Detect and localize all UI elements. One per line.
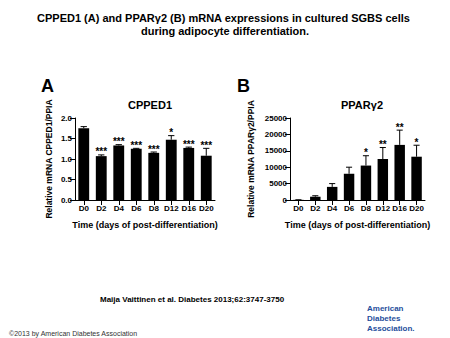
- svg-text:D0: D0: [79, 204, 90, 213]
- svg-text:0: 0: [283, 196, 288, 205]
- svg-text:©2013 by American Diabetes Ass: ©2013 by American Diabetes Association: [9, 330, 137, 338]
- svg-text:*: *: [415, 137, 419, 148]
- svg-text:D8: D8: [361, 204, 372, 213]
- svg-text:5000: 5000: [269, 179, 287, 188]
- svg-text:D12: D12: [164, 204, 179, 213]
- svg-text:D0: D0: [293, 204, 304, 213]
- svg-text:*: *: [364, 147, 368, 158]
- svg-text:Association.: Association.: [367, 324, 415, 333]
- svg-text:CPPED1 (A) and PPARγ2 (B) mRNA: CPPED1 (A) and PPARγ2 (B) mRNA expressio…: [37, 12, 413, 24]
- svg-text:D12: D12: [375, 204, 390, 213]
- svg-text:***: ***: [183, 139, 195, 150]
- svg-text:***: ***: [95, 146, 107, 157]
- svg-text:D4: D4: [327, 204, 338, 213]
- svg-text:15000: 15000: [265, 146, 288, 155]
- svg-text:D16: D16: [392, 204, 407, 213]
- svg-text:D20: D20: [409, 204, 424, 213]
- svg-text:***: ***: [148, 144, 160, 155]
- svg-text:Diabetes: Diabetes: [367, 314, 403, 323]
- svg-text:20000: 20000: [265, 130, 288, 139]
- svg-text:D2: D2: [310, 204, 321, 213]
- svg-text:***: ***: [200, 140, 212, 151]
- svg-text:25000: 25000: [265, 114, 288, 123]
- svg-text:PPARγ2: PPARγ2: [341, 99, 383, 111]
- svg-text:A: A: [41, 76, 54, 96]
- svg-text:CPPED1: CPPED1: [128, 99, 172, 111]
- svg-text:0.0: 0.0: [61, 196, 73, 205]
- svg-text:B: B: [237, 76, 250, 96]
- svg-text:Relative mRNA CPPED1/PPIA: Relative mRNA CPPED1/PPIA: [44, 99, 54, 218]
- svg-text:Time (days of post-differentia: Time (days of post-differentiation): [72, 220, 217, 230]
- svg-text:0.5: 0.5: [61, 175, 73, 184]
- svg-text:***: ***: [113, 136, 125, 147]
- svg-text:**: **: [396, 122, 404, 133]
- svg-text:*: *: [169, 127, 173, 138]
- svg-text:D6: D6: [344, 204, 355, 213]
- svg-text:***: ***: [130, 140, 142, 151]
- svg-text:American: American: [367, 304, 406, 313]
- svg-text:1.0: 1.0: [61, 155, 73, 164]
- svg-text:D8: D8: [149, 204, 160, 213]
- svg-text:D4: D4: [114, 204, 125, 213]
- svg-text:during adipocyte differentiati: during adipocyte differentiation.: [141, 25, 309, 37]
- svg-text:1.5: 1.5: [61, 134, 73, 143]
- svg-text:Time (days of post-differentia: Time (days of post-differentiation): [285, 220, 430, 230]
- svg-text:10000: 10000: [265, 163, 288, 172]
- svg-text:Maija Vaittinen et al. Diabete: Maija Vaittinen et al. Diabetes 2013;62:…: [100, 295, 285, 304]
- svg-text:2.0: 2.0: [61, 114, 73, 123]
- svg-text:Relative mRNA PPARγ2/PPIA: Relative mRNA PPARγ2/PPIA: [246, 100, 256, 218]
- svg-text:D16: D16: [181, 204, 196, 213]
- svg-text:D20: D20: [199, 204, 214, 213]
- svg-text:**: **: [379, 139, 387, 150]
- svg-text:D2: D2: [96, 204, 107, 213]
- svg-text:D6: D6: [131, 204, 142, 213]
